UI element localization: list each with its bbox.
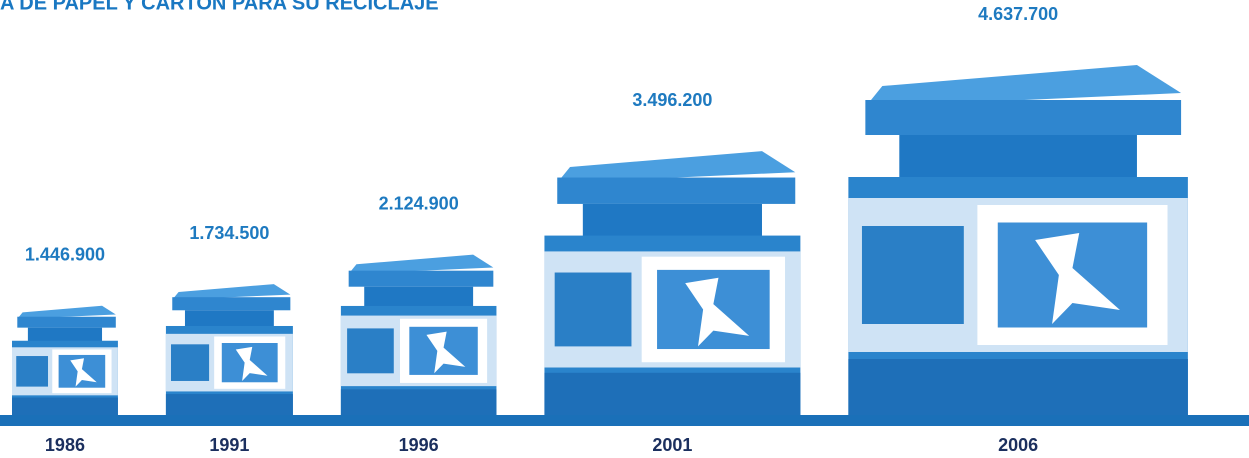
chart: A DE PAPEL Y CARTON PARA SU RECICLAJE 1.… [0, 0, 1249, 458]
x-tick-label: 1991 [209, 435, 249, 455]
box-left-panel [171, 344, 209, 381]
x-tick-label: 2001 [652, 435, 692, 455]
box-left-panel [555, 273, 632, 347]
chart-title: A DE PAPEL Y CARTON PARA SU RECICLAJE [0, 0, 439, 14]
box-neck [28, 328, 102, 343]
value-label: 1.446.900 [25, 245, 105, 265]
value-label: 2.124.900 [379, 193, 459, 213]
box-icon [848, 65, 1187, 415]
box-lid-front [557, 178, 795, 204]
box-lid-front [349, 271, 494, 287]
value-label: 1.734.500 [189, 223, 269, 243]
x-tick-label: 1986 [45, 435, 85, 455]
box-neck [185, 310, 274, 328]
box-bottom-band [341, 389, 497, 415]
box-left-panel [347, 328, 394, 373]
box-neck [583, 204, 762, 241]
box-lid-front [17, 317, 116, 328]
box-icon [341, 255, 497, 415]
value-label: 3.496.200 [632, 90, 712, 110]
baseline-bar [0, 415, 1249, 426]
x-tick-label: 1996 [399, 435, 439, 455]
box-left-panel [16, 356, 48, 387]
box-bottom-band [166, 394, 293, 415]
box-lid-front [172, 297, 290, 310]
box-bottom-band [12, 398, 118, 415]
box-bottom-band [848, 359, 1187, 415]
box-icon [544, 151, 800, 415]
x-tick-label: 2006 [998, 435, 1038, 455]
value-label: 4.637.700 [978, 4, 1058, 24]
box-lid-front [865, 100, 1181, 135]
box-icon [12, 306, 118, 415]
box-bottom-band [544, 373, 800, 415]
page: {"chart_data": { "type": "pictogram", "t… [0, 0, 1249, 458]
box-neck [364, 287, 473, 309]
box-icon [166, 284, 293, 415]
box-left-panel [862, 226, 964, 324]
box-neck [899, 135, 1137, 184]
